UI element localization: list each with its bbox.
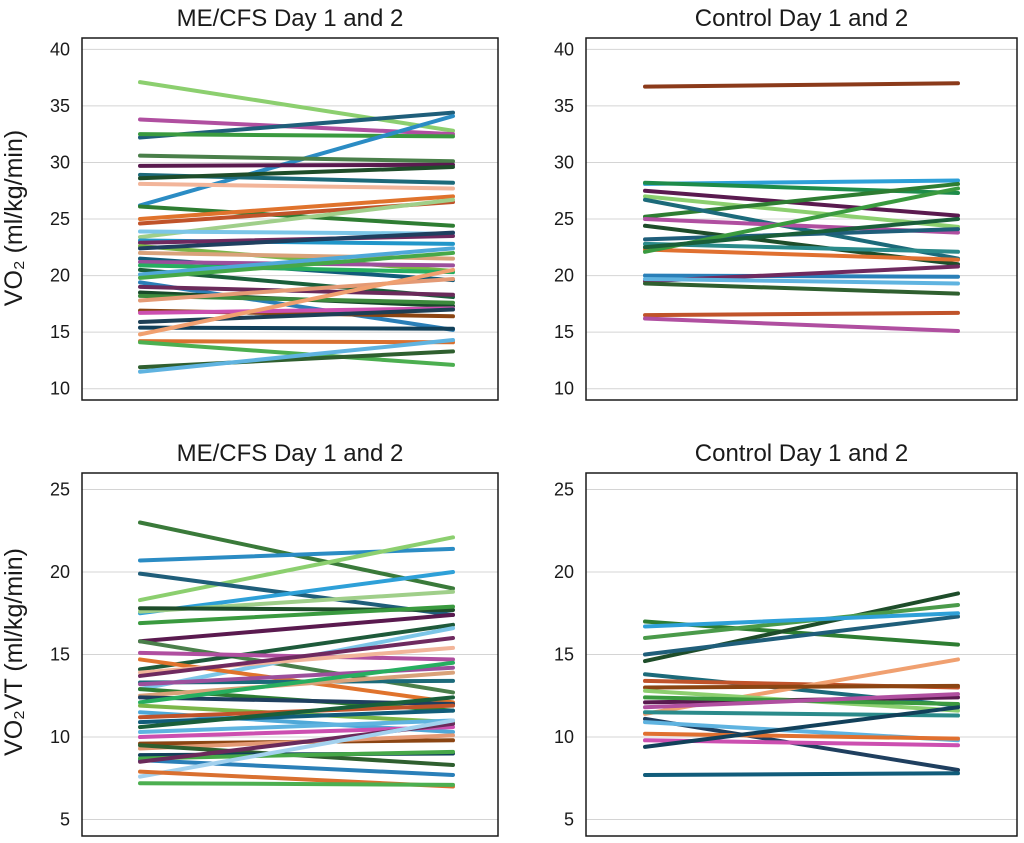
series-line bbox=[643, 217, 960, 250]
y-tick-label: 40 bbox=[50, 39, 70, 59]
plot-frame bbox=[585, 472, 1018, 837]
y-tick-label: 25 bbox=[50, 480, 70, 500]
panel-control-vo2: 10 15 20 25 30 35 40 Control Day 1 and 2 bbox=[554, 5, 1018, 401]
series-line bbox=[138, 280, 455, 332]
series-line bbox=[138, 80, 455, 133]
y-tick-label: 30 bbox=[50, 152, 70, 172]
series-line bbox=[138, 338, 455, 374]
y-tick-label: 15 bbox=[554, 645, 574, 665]
series-line bbox=[138, 164, 455, 181]
series-line bbox=[643, 81, 960, 89]
chart-title: Control Day 1 and 2 bbox=[695, 5, 908, 32]
series-line bbox=[138, 181, 455, 191]
series-line bbox=[138, 718, 455, 779]
y-tick-label: 5 bbox=[564, 810, 574, 830]
series-line bbox=[643, 247, 960, 262]
series-line bbox=[643, 672, 960, 708]
y-tick-label: 25 bbox=[554, 209, 574, 229]
series-line bbox=[138, 535, 455, 603]
series-line bbox=[138, 132, 455, 139]
series-line bbox=[138, 636, 455, 678]
series-line bbox=[643, 281, 960, 296]
y-tick-label: 10 bbox=[554, 379, 574, 399]
y-tick-label: 10 bbox=[554, 727, 574, 747]
series-line bbox=[138, 660, 455, 705]
y-tick-label: 20 bbox=[554, 562, 574, 582]
y-tick-label: 10 bbox=[50, 727, 70, 747]
series-line bbox=[138, 340, 455, 367]
y-tick-label: 20 bbox=[554, 266, 574, 286]
y-tick-label: 30 bbox=[554, 152, 574, 172]
y-tick-label: 15 bbox=[50, 322, 70, 342]
series-line bbox=[138, 695, 455, 730]
series-line bbox=[138, 194, 455, 221]
y-tick-label: 15 bbox=[554, 322, 574, 342]
series-line bbox=[138, 250, 455, 280]
y-tick-label: 10 bbox=[50, 379, 70, 399]
series-line bbox=[643, 188, 960, 218]
series-line bbox=[138, 781, 455, 787]
series-line bbox=[138, 162, 455, 168]
series-line bbox=[643, 614, 960, 657]
series-line bbox=[643, 611, 960, 629]
series-line bbox=[643, 692, 960, 710]
plot-frame bbox=[81, 472, 499, 837]
series-line bbox=[138, 244, 455, 274]
series-line bbox=[138, 758, 455, 777]
series-line bbox=[643, 241, 960, 254]
series-line bbox=[138, 546, 455, 563]
series-line bbox=[138, 263, 455, 275]
series-line bbox=[643, 771, 960, 777]
chart-title: Control Day 1 and 2 bbox=[695, 440, 908, 467]
y-tick-label: 40 bbox=[554, 39, 574, 59]
series-line bbox=[138, 325, 455, 331]
chart-title: ME/CFS Day 1 and 2 bbox=[177, 440, 404, 467]
series-line bbox=[138, 114, 455, 208]
series-line bbox=[138, 639, 455, 695]
series-line bbox=[643, 316, 960, 333]
y-tick-label: 15 bbox=[50, 645, 70, 665]
y-tick-label: 5 bbox=[60, 810, 70, 830]
y-tick-label: 20 bbox=[50, 562, 70, 582]
panel-mecfs-vo2: 10 15 20 25 30 35 40 ME/CFS Day 1 and 2 bbox=[50, 5, 499, 401]
series-line bbox=[138, 604, 455, 626]
series-line bbox=[643, 310, 960, 318]
series-line bbox=[138, 204, 455, 228]
series-line bbox=[138, 246, 455, 277]
y-tick-label: 25 bbox=[50, 209, 70, 229]
bottom-ylabel: VO₂VT (ml/kg/min) bbox=[0, 548, 28, 756]
series-line bbox=[643, 273, 960, 279]
series-line bbox=[138, 612, 455, 644]
y-tick-label: 35 bbox=[50, 96, 70, 116]
y-tick-label: 35 bbox=[554, 96, 574, 116]
series-line bbox=[138, 230, 455, 251]
panel-mecfs-vo2vt: 5 10 15 20 25 ME/CFS Day 1 and 2 bbox=[50, 440, 499, 837]
y-tick-label: 25 bbox=[554, 480, 574, 500]
panel-control-vo2vt: 5 10 15 20 25 Control Day 1 and 2 bbox=[554, 440, 1018, 837]
series-line bbox=[138, 339, 455, 345]
series-line bbox=[643, 276, 960, 286]
y-tick-label: 20 bbox=[50, 266, 70, 286]
plot-frame bbox=[585, 37, 1018, 401]
series-line bbox=[643, 591, 960, 664]
chart-title: ME/CFS Day 1 and 2 bbox=[177, 5, 404, 32]
series-line bbox=[138, 622, 455, 672]
series-line bbox=[138, 306, 455, 315]
series-line bbox=[138, 307, 455, 324]
series-line bbox=[138, 718, 455, 735]
series-line bbox=[643, 705, 960, 749]
series-line bbox=[138, 153, 455, 164]
plot-frame bbox=[81, 37, 499, 401]
series-line bbox=[643, 731, 960, 741]
top-ylabel: VO₂ (ml/kg/min) bbox=[0, 130, 28, 306]
series-line bbox=[643, 683, 960, 690]
series-line bbox=[138, 267, 455, 337]
